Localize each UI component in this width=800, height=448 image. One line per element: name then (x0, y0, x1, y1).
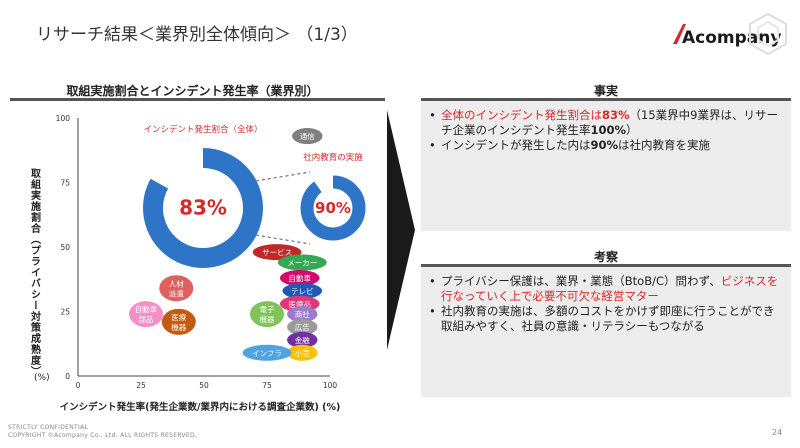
y-tick-label: 100 (56, 114, 71, 123)
bubble-label: インフラ (252, 349, 282, 358)
bubble (287, 344, 318, 361)
facts-heading: 事実 (593, 84, 618, 98)
facts-bullet-1-close: ） (626, 123, 638, 137)
bubble-label: 医療品 (289, 299, 312, 309)
ring-connector-bottom (249, 233, 311, 245)
bubble (282, 282, 323, 299)
points-group: 通信サービスメーカー自動車テレビ医療品商社広告金融小売インフラ電子機器人材派遣自… (129, 128, 327, 361)
bubble-label-line1: 人材 (169, 278, 184, 288)
x-tick-label: 25 (136, 381, 146, 390)
bubble-label: 商社 (295, 309, 310, 319)
bubble-label: 金融 (295, 335, 310, 345)
facts-bullet-1-detail-percent: 100% (590, 123, 627, 137)
bubble-label: 小売 (295, 348, 310, 358)
x-tick-label: 0 (76, 381, 81, 390)
y-axis-unit: (%) (34, 373, 50, 383)
y-tick-label: 25 (60, 308, 70, 317)
insights-heading: 考察 (593, 250, 618, 264)
ring-arc (300, 175, 366, 241)
y-tick-label: 75 (60, 179, 70, 188)
facts-bullet-2-b: は社内教育を実施 (618, 138, 711, 152)
ring-value: 83% (179, 196, 227, 220)
facts-bullet-1-percent: 83% (602, 108, 630, 122)
insights-list: プライバシー保護は、業界・業態（BtoB/C）問わず、ビジネスを行なっていく上で… (421, 274, 791, 334)
facts-list: 全体のインシデント発生割合は83%（15業界中9業界は、リサーチ企業のインシデン… (421, 108, 791, 153)
insights-rule (421, 264, 791, 267)
chart-heading-rule (10, 98, 385, 101)
bubble (287, 306, 318, 323)
page-number: 24 (772, 428, 783, 437)
arrow-right-icon (387, 110, 415, 350)
bubble (292, 128, 323, 145)
x-axis-label: インシデント発生率(発生企業数/業界内における調査企業数) (%) (60, 401, 341, 413)
x-tick-label: 100 (323, 381, 338, 390)
ring-arc (143, 148, 263, 268)
bubble (287, 318, 318, 335)
ring-label: 社内教育の実施 (303, 152, 363, 163)
bubble-label-line1: 自動車 (135, 304, 158, 314)
ring-connector-top (249, 171, 311, 183)
facts-bullet-1-red: 全体のインシデント発生割合は (441, 108, 602, 122)
scatter-chart: 取組実施割合 （プライバシー対策成熟度） (%) 0 25 50 75 100 0 25 50… (29, 114, 366, 413)
y-axis-sublabel: （プライバシー対策成熟度） (29, 234, 42, 377)
slide-title: リサーチ結果＜業界別全体傾向＞ （1/3） (36, 25, 358, 45)
bubble-label: 広告 (295, 322, 310, 332)
facts-bullet-1-detail: （15業界中9業界は、リサーチ企業のインシデント発生率 (441, 108, 778, 137)
bubble-label: サービス (262, 248, 292, 257)
bubble-label: テレビ (291, 287, 314, 296)
bubble-label-line1: 電子 (260, 305, 275, 314)
bubble (287, 331, 318, 348)
bubble-label: 通信 (300, 131, 315, 141)
facts-bullet-1: 全体のインシデント発生割合は83%（15業界中9業界は、リサーチ企業のインシデン… (429, 108, 785, 138)
bubble-label: 自動車 (289, 273, 312, 283)
bubble-label-line2: 派遣 (169, 288, 184, 298)
bubble-label-line2: 部品 (139, 314, 154, 324)
insights-bullet-1-a: プライバシー保護は、業界・業態（BtoB/C）問わず、 (441, 274, 721, 288)
facts-panel: 全体のインシデント発生割合は83%（15業界中9業界は、リサーチ企業のインシデン… (421, 101, 791, 231)
logo-mark-icon (673, 24, 686, 44)
chart-heading: 取組実施割合とインシデント発生率（業界別） (66, 84, 319, 98)
bubble-label: メーカー (287, 258, 317, 267)
ring-label: インシデント発生割合（全体） (143, 124, 262, 135)
logo-watermark-icon (749, 12, 787, 56)
bubble (242, 344, 292, 361)
footer-confidential: STRICTLY CONFIDENTIAL (8, 424, 89, 431)
bubble (279, 269, 320, 286)
insights-bullet-1: プライバシー保護は、業界・業態（BtoB/C）問わず、ビジネスを行なっていく上で… (429, 274, 785, 304)
insights-panel: プライバシー保護は、業界・業態（BtoB/C）問わず、ビジネスを行なっていく上で… (421, 267, 791, 397)
y-axis-label: 取組実施割合 (29, 168, 42, 234)
insights-bullet-2: 社内教育の実施は、多額のコストをかけず即座に行うことができ取組みやすく、社員の意… (429, 304, 785, 334)
bubble (161, 308, 196, 335)
facts-bullet-2: インシデントが発生した内は90%は社内教育を実施 (429, 138, 785, 153)
x-tick-label: 50 (199, 381, 209, 390)
y-tick-label: 50 (60, 243, 70, 252)
bubble (277, 254, 327, 271)
x-tick-label: 75 (262, 381, 272, 390)
facts-rule (421, 98, 791, 101)
axes: 0 25 50 75 100 0 25 50 75 100 (56, 114, 338, 390)
company-logo: Acompany (682, 28, 782, 48)
bubble (129, 301, 164, 328)
bubble-label-line1: 医療 (171, 312, 186, 322)
bubble-label-line2: 機器 (171, 322, 186, 332)
insights-bullet-1-red: ビジネスを行なっていく上で必要不可欠な経営マター (441, 274, 779, 303)
facts-bullet-2-percent: 90% (590, 138, 619, 152)
ring-value: 90% (315, 199, 351, 217)
bubble (159, 275, 194, 302)
footer-copyright: COPYRIGHT ©Acompany Co., Ltd. ALL RIGHTS… (8, 432, 198, 439)
ring-group: 83% インシデント発生割合（全体） 90% 社内教育の実施 (143, 124, 366, 268)
bubble-label-line2: 機器 (260, 314, 275, 324)
y-tick-label: 0 (65, 372, 70, 381)
facts-bullet-2-a: インシデントが発生した内は (441, 138, 591, 152)
bubble (250, 301, 284, 328)
